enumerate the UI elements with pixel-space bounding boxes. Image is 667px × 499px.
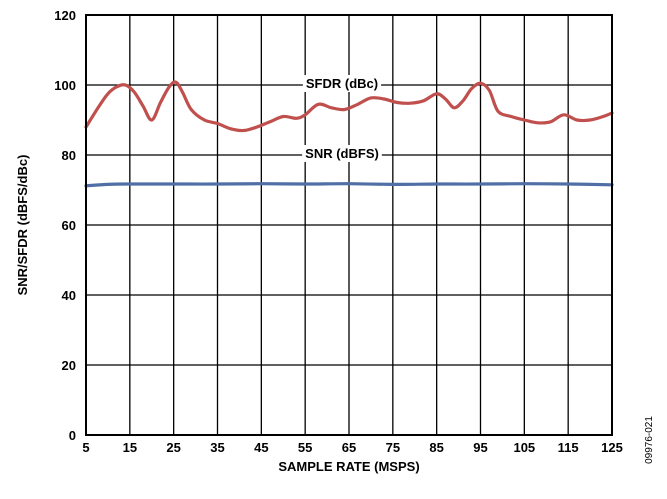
x-axis-ticks: 5 15 25 35 45 55 65 75 85 95 105 115 125: [82, 440, 622, 455]
series-labels: SFDR (dBc) SNR (dBFS): [302, 75, 382, 162]
series-layer: [84, 80, 614, 188]
series-line-sfdr: [84, 80, 614, 133]
plot-area-frame: [85, 14, 613, 436]
y-axis-ticks: 0 20 40 60 80 100 120: [54, 8, 76, 443]
x-tick-label: 115: [558, 440, 579, 455]
y-tick-label: 80: [62, 148, 76, 163]
x-tick-label: 45: [254, 440, 268, 455]
series-line-snr: [84, 182, 614, 188]
series-label-text: SNR (dBFS): [305, 146, 379, 161]
x-tick-label: 55: [298, 440, 312, 455]
y-tick-label: 100: [54, 78, 76, 93]
x-tick-label: 85: [429, 440, 443, 455]
x-axis-title: SAMPLE RATE (MSPS): [278, 459, 419, 474]
x-tick-label: 5: [82, 440, 89, 455]
x-tick-label: 35: [210, 440, 224, 455]
y-tick-label: 60: [62, 218, 76, 233]
x-tick-label: 125: [601, 440, 623, 455]
x-tick-label: 25: [166, 440, 180, 455]
series-label-background: [302, 145, 382, 162]
y-tick-label: 20: [62, 358, 76, 373]
y-tick-label: 0: [69, 428, 76, 443]
figure-id: 09976-021: [644, 416, 655, 464]
x-tick-label: 95: [473, 440, 487, 455]
x-tick-label: 65: [342, 440, 356, 455]
series-label-text: SFDR (dBc): [306, 76, 378, 91]
series-label-snr: SNR (dBFS): [302, 145, 382, 162]
x-tick-label: 75: [386, 440, 400, 455]
y-tick-label: 120: [54, 8, 76, 23]
x-tick-label: 105: [513, 440, 535, 455]
series-label-sfdr: SFDR (dBc): [302, 75, 382, 92]
y-tick-label: 40: [62, 288, 76, 303]
series-label-background: [302, 75, 382, 92]
y-axis-title: SNR/SFDR (dBFS/dBc): [15, 155, 30, 296]
x-tick-label: 15: [123, 440, 137, 455]
